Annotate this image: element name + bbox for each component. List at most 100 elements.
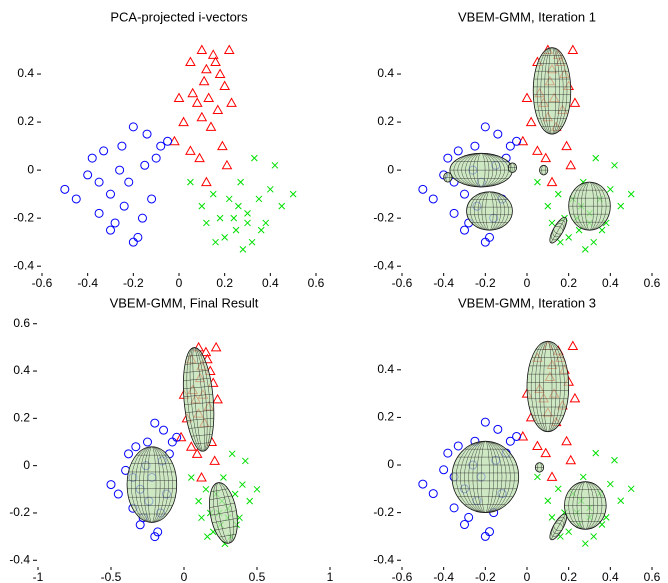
y-tick-label: -0.4 bbox=[373, 258, 394, 272]
y-tick-label: 0.2 bbox=[377, 114, 394, 128]
point bbox=[239, 481, 246, 488]
point bbox=[142, 129, 152, 139]
point bbox=[163, 136, 173, 146]
point bbox=[87, 153, 97, 163]
point bbox=[231, 490, 239, 498]
y-tick-label: 0.2 bbox=[13, 411, 30, 425]
gaussian-component bbox=[182, 347, 215, 452]
point bbox=[480, 237, 490, 247]
point bbox=[505, 141, 515, 151]
point bbox=[532, 145, 543, 155]
point bbox=[226, 97, 237, 107]
y-tick-label: -0.4 bbox=[9, 552, 30, 566]
x-tick-label: -0.5 bbox=[101, 570, 122, 583]
point bbox=[449, 503, 459, 513]
point bbox=[128, 237, 138, 247]
gaussian-component bbox=[126, 446, 178, 523]
mesh-line bbox=[183, 393, 213, 397]
point bbox=[185, 441, 197, 451]
point bbox=[235, 202, 242, 210]
point bbox=[567, 44, 579, 55]
point bbox=[453, 146, 463, 156]
point bbox=[228, 450, 236, 458]
x-tick-label: 0.2 bbox=[560, 276, 577, 290]
point bbox=[150, 532, 160, 542]
point bbox=[200, 346, 212, 357]
point bbox=[627, 190, 635, 198]
point bbox=[271, 161, 279, 169]
point bbox=[124, 449, 134, 459]
point bbox=[113, 489, 123, 499]
gaussian-component bbox=[568, 181, 611, 231]
point bbox=[592, 449, 600, 457]
point bbox=[617, 202, 625, 210]
y-tick-label: 0 bbox=[27, 162, 34, 176]
y-tick-label: -0.2 bbox=[9, 505, 30, 519]
point bbox=[131, 442, 141, 452]
point bbox=[579, 473, 587, 481]
point bbox=[548, 219, 556, 227]
point bbox=[548, 514, 556, 521]
x-tick-label: -0.2 bbox=[123, 276, 144, 290]
gaussian-component bbox=[466, 191, 513, 231]
gaussian-component bbox=[526, 340, 570, 433]
point bbox=[216, 214, 224, 222]
point bbox=[117, 141, 127, 151]
point bbox=[443, 448, 453, 458]
point bbox=[210, 341, 222, 352]
point bbox=[178, 116, 189, 127]
mesh-line bbox=[188, 426, 214, 429]
point bbox=[485, 232, 494, 242]
point bbox=[540, 447, 552, 458]
gaussian-component bbox=[534, 462, 545, 473]
point bbox=[119, 201, 129, 211]
gaussian-component bbox=[549, 513, 568, 541]
point bbox=[565, 234, 573, 241]
point bbox=[201, 176, 212, 187]
point bbox=[428, 194, 438, 204]
x-tick-label: -0.2 bbox=[475, 570, 496, 583]
point bbox=[546, 176, 558, 187]
mesh-line bbox=[455, 441, 515, 513]
subplot: VBEM-GMM, Iteration 1 -0.4 -0.2 0 0.2 0.4 -0.6… bbox=[373, 9, 660, 290]
point bbox=[250, 154, 258, 162]
point bbox=[115, 165, 125, 175]
point bbox=[151, 153, 161, 163]
y-tick-label: 0.6 bbox=[13, 316, 30, 330]
point bbox=[153, 527, 163, 537]
component-ellipse bbox=[451, 440, 520, 514]
point bbox=[611, 161, 618, 169]
point bbox=[266, 185, 274, 193]
mesh-line bbox=[210, 488, 229, 492]
point bbox=[156, 141, 166, 151]
point bbox=[556, 238, 564, 246]
subplot-title: VBEM-GMM, Final Result bbox=[110, 295, 259, 310]
point bbox=[214, 68, 226, 79]
point bbox=[248, 238, 256, 246]
y-tick-label: -0.4 bbox=[13, 258, 34, 272]
point bbox=[204, 533, 211, 540]
point bbox=[198, 75, 210, 86]
x-tick-label: 0.6 bbox=[644, 570, 661, 583]
point bbox=[71, 194, 81, 204]
point bbox=[207, 49, 219, 59]
x-tick-label: -1 bbox=[33, 570, 44, 583]
point bbox=[493, 129, 503, 139]
point bbox=[244, 209, 251, 217]
mesh-line bbox=[183, 386, 212, 389]
x-tick-label: -0.4 bbox=[77, 276, 98, 290]
point bbox=[212, 393, 223, 404]
point bbox=[106, 225, 115, 235]
x-tick-label: 0 bbox=[524, 276, 531, 290]
y-tick-label: 0.4 bbox=[13, 363, 30, 377]
point bbox=[544, 497, 552, 505]
point bbox=[133, 232, 143, 242]
point bbox=[83, 170, 93, 180]
x-tick-label: 0.4 bbox=[602, 570, 619, 583]
mesh-line bbox=[186, 417, 214, 421]
point bbox=[606, 480, 614, 488]
point bbox=[237, 178, 245, 186]
x-tick-label: 0 bbox=[524, 570, 531, 583]
mesh-line bbox=[183, 370, 209, 373]
gaussian-component bbox=[209, 482, 238, 544]
